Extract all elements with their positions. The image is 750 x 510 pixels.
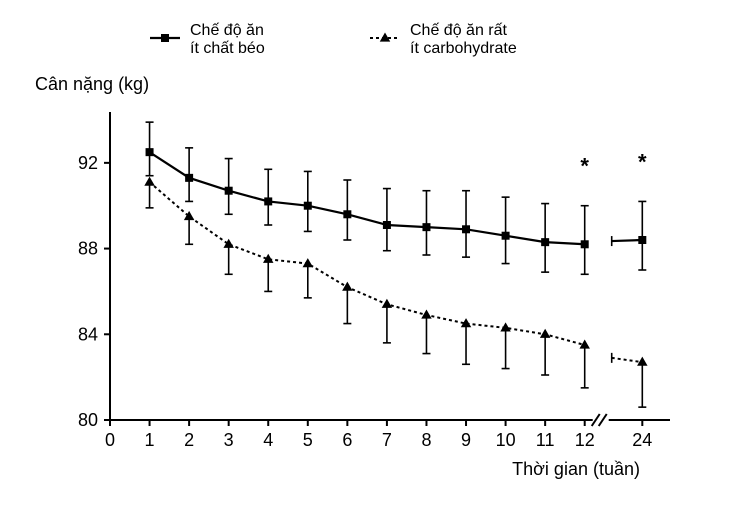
legend-label: ít carbohydrate <box>410 40 517 57</box>
x-tick-label: 5 <box>303 430 313 450</box>
legend-label: Chế độ ăn rất <box>410 22 508 39</box>
y-tick-label: 92 <box>78 153 98 173</box>
x-tick-label: 9 <box>461 430 471 450</box>
x-tick-label: 10 <box>496 430 516 450</box>
x-tick-label: 11 <box>536 430 555 450</box>
x-tick-label: 4 <box>263 430 273 450</box>
x-tick-label: 7 <box>382 430 392 450</box>
x-tick-label: 24 <box>632 430 652 450</box>
x-tick-label: 2 <box>184 430 194 450</box>
chart-svg: 80848892Cân nặng (kg)012345678910111224T… <box>0 0 750 510</box>
x-tick-label: 6 <box>342 430 352 450</box>
x-tick-label: 12 <box>575 430 595 450</box>
legend-item-very_low_carb: Chế độ ăn rấtít carbohydrate <box>370 22 517 57</box>
series-very_low_carb <box>146 182 647 407</box>
legend-label: ít chất béo <box>190 40 265 57</box>
y-tick-label: 88 <box>78 239 98 259</box>
x-axis-label: Thời gian (tuần) <box>512 459 640 479</box>
weight-chart: 80848892Cân nặng (kg)012345678910111224T… <box>0 0 750 510</box>
y-axis-label: Cân nặng (kg) <box>35 74 149 94</box>
series-low_fat <box>146 122 647 274</box>
significance-star: * <box>638 149 647 174</box>
x-tick-label: 0 <box>105 430 115 450</box>
y-tick-label: 80 <box>78 410 98 430</box>
x-tick-label: 8 <box>421 430 431 450</box>
y-tick-label: 84 <box>78 324 98 344</box>
x-tick-label: 1 <box>145 430 155 450</box>
legend-label: Chế độ ăn <box>190 22 264 39</box>
x-tick-label: 3 <box>224 430 234 450</box>
significance-star: * <box>580 154 589 179</box>
